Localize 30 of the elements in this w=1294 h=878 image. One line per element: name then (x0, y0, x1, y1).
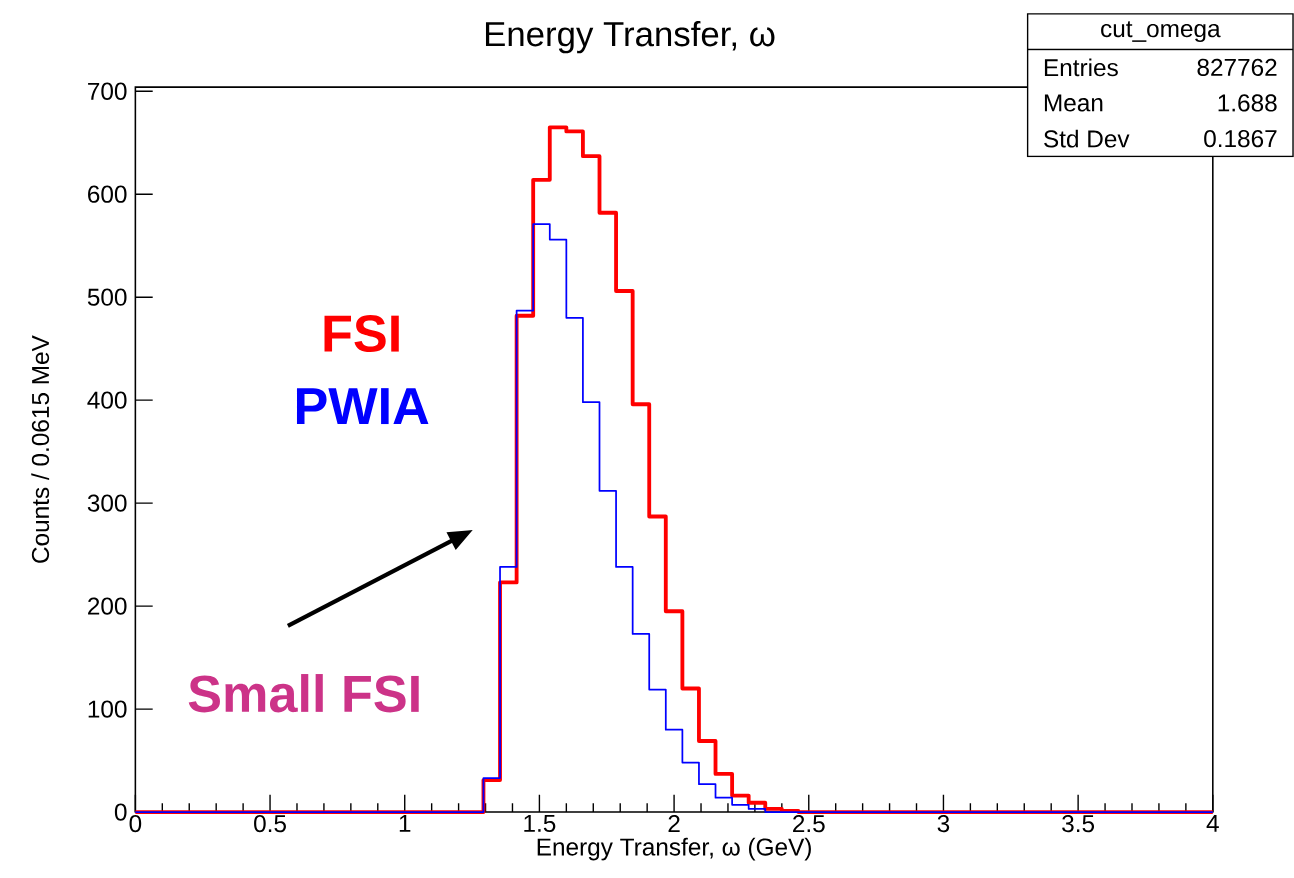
y-tick-label: 600 (88, 185, 127, 203)
y-tick-label: 700 (88, 82, 127, 100)
x-tick-label: 3.5 (1062, 814, 1095, 833)
series-label: PWIA (296, 387, 429, 424)
y-tick-label: 300 (87, 494, 127, 512)
x-tick-label: 3 (937, 814, 950, 833)
text: cut_omega (1101, 21, 1221, 42)
x-tick-label: 2.5 (793, 814, 825, 833)
x-tick-label: 1 (399, 814, 411, 832)
text: 1.688 (1218, 94, 1277, 112)
annotation: 0.1867 (1204, 129, 1277, 148)
y-tick-label: 200 (88, 597, 127, 615)
annotation: Mean (1044, 94, 1103, 112)
chart-title: Energy Transfer, ω (485, 20, 775, 54)
y-axis-title: Counts / 0.0615 MeV (31, 335, 50, 563)
annotation: Small FSI (188, 673, 419, 713)
x-tick-label: 1.5 (524, 814, 556, 832)
annotation: Std Dev (1044, 129, 1130, 148)
y-tick-label: 100 (88, 700, 127, 718)
text: 827762 (1197, 58, 1277, 76)
y-tick-label: 500 (87, 288, 127, 306)
x-tick-label: 0.5 (254, 814, 286, 833)
x-tick-label: 4 (1206, 814, 1219, 832)
y-tick-label: 400 (87, 391, 127, 409)
x-axis-title: Energy Transfer, ω (GeV) (537, 837, 811, 861)
x-tick-label: 0 (129, 814, 142, 833)
text: FSI (324, 314, 399, 352)
y-tick-label: 0 (114, 803, 127, 821)
x-tick-label: 2 (668, 814, 680, 832)
text: Entries (1044, 58, 1118, 77)
